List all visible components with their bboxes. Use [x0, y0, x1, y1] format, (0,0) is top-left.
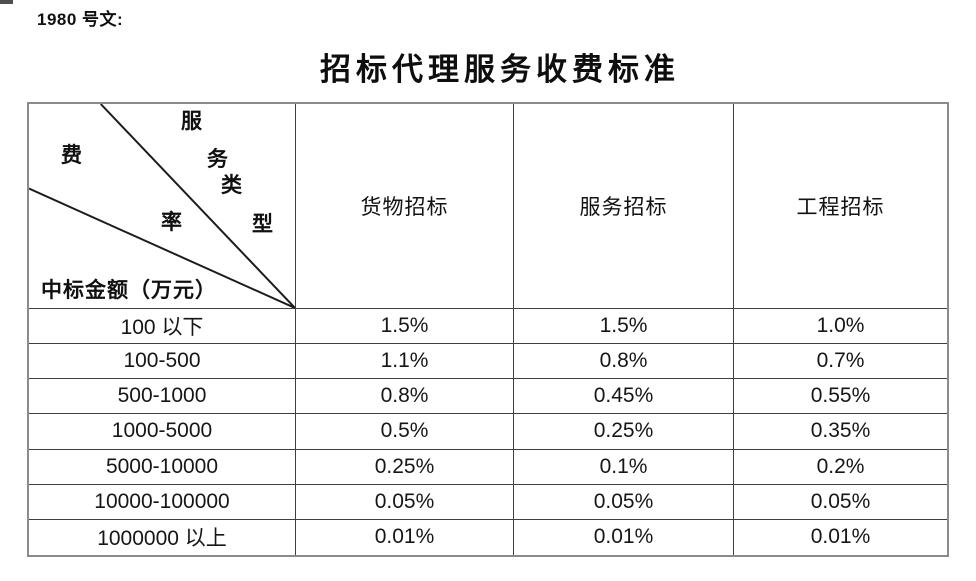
amount-cell: 10000-100000 — [29, 484, 296, 520]
rate-cell: 0.25% — [514, 414, 734, 450]
rate-cell: 0.45% — [514, 379, 734, 415]
rate-cell: 1.0% — [734, 309, 947, 345]
amount-cell: 500-1000 — [29, 379, 296, 415]
rate-cell: 0.7% — [734, 344, 947, 380]
rate-cell: 0.05% — [734, 485, 947, 520]
corner-label-fee-rate-char: 率 — [161, 210, 182, 234]
fee-standard-table: 服 务 类 型 费 率 中标金额（万元） 货物招标 服务招标 工程招标 100 … — [27, 102, 949, 557]
amount-cell: 1000000 以上 — [29, 519, 296, 555]
amount-cell: 5000-10000 — [29, 449, 296, 485]
rate-cell: 0.2% — [734, 450, 947, 485]
rate-cell: 0.01% — [514, 519, 734, 555]
corner-label-service-type-char: 型 — [252, 212, 273, 236]
row-axis-label: 中标金额（万元） — [41, 278, 217, 302]
rate-cell: 0.55% — [734, 379, 947, 415]
rate-cell: 0.01% — [810, 525, 871, 549]
rate-cell: 1.1% — [296, 344, 514, 380]
page-title: 招标代理服务收费标准 — [320, 52, 680, 87]
rate-cell: 0.8% — [514, 344, 734, 380]
rate-cell: 0.05% — [296, 484, 514, 520]
rate-cell: 0.05% — [514, 484, 734, 520]
column-header-goods: 货物招标 — [296, 104, 514, 309]
rate-cell: 0.8% — [296, 379, 514, 415]
corner-label-service-type-char: 务 — [207, 147, 228, 171]
corner-label-fee-rate-char: 费 — [61, 143, 82, 167]
rate-cell: 0.5% — [296, 414, 514, 450]
diagonal-divider-lines — [29, 104, 295, 308]
rate-cell: 1.5% — [296, 309, 514, 345]
rate-cell: 0.1% — [514, 449, 734, 485]
rate-cell: 1.5% — [514, 309, 734, 345]
corner-label-service-type-char: 类 — [221, 173, 242, 197]
rate-cell: 0.35% — [734, 414, 947, 450]
column-header-engineering: 工程招标 — [734, 104, 947, 309]
amount-cell: 100 以下 — [29, 309, 296, 345]
diagonal-corner-header-cell: 服 务 类 型 费 率 中标金额（万元） — [29, 104, 296, 309]
scan-artifact — [0, 0, 13, 4]
amount-cell: 1000-5000 — [29, 414, 296, 450]
rate-cell: 0.01% — [296, 519, 514, 555]
corner-label-service-type-char: 服 — [181, 109, 202, 133]
document-reference: 1980 号文: — [37, 10, 124, 29]
rate-cell: 0.25% — [296, 449, 514, 485]
amount-cell: 100-500 — [29, 344, 296, 380]
column-header-services: 服务招标 — [514, 104, 734, 309]
